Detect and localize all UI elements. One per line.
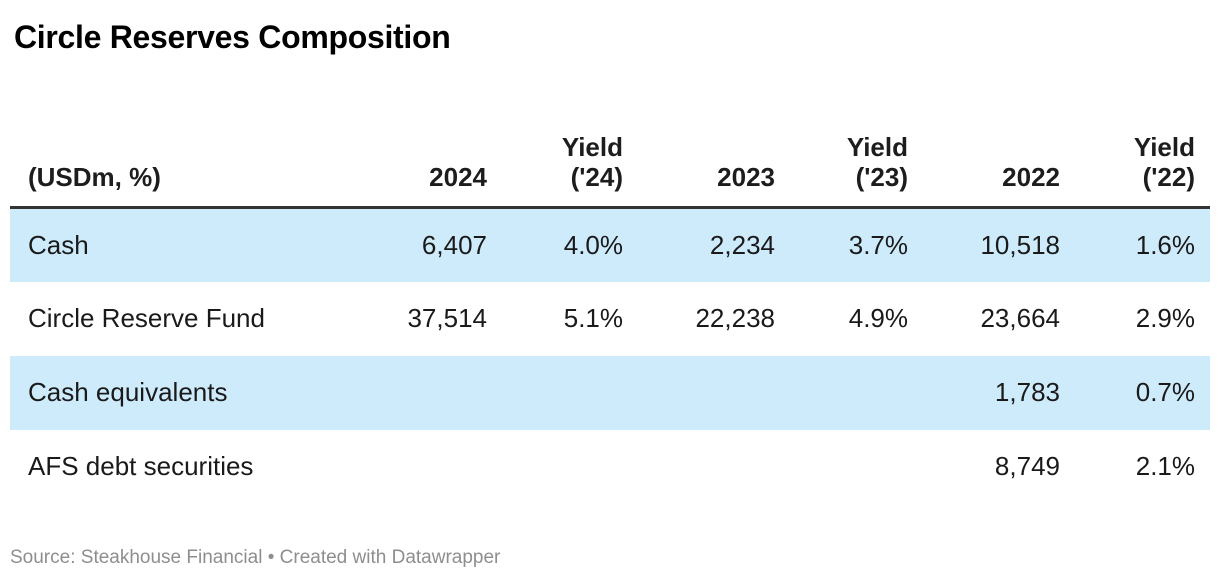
created-with-text: • Created with — [262, 546, 392, 568]
table-cell: 0.7% — [1135, 377, 1195, 407]
table-cell — [340, 430, 502, 504]
header-row: (USDm, %) 2024 Yield ('24) 2023 Yield ('… — [10, 104, 1210, 209]
table-cell: 37,514 — [407, 303, 487, 333]
table-cell: 22,238 — [695, 303, 775, 333]
row-label: Cash — [28, 229, 89, 260]
table-row-circle-reserve-fund: Circle Reserve Fund 37,514 5.1% 22,238 4… — [10, 282, 1210, 356]
page-title: Circle Reserves Composition — [14, 19, 451, 55]
table-cell: 8,749 — [994, 451, 1060, 481]
source-prefix: Source: — [10, 546, 81, 568]
column-header-yield-24: Yield ('24) — [502, 104, 638, 209]
table-cell — [638, 356, 790, 430]
table-cell: 1,783 — [994, 377, 1060, 407]
datawrapper-link[interactable]: Datawrapper — [391, 546, 501, 568]
table-cell: 4.0% — [563, 229, 623, 260]
table-row-cash-equivalents: Cash equivalents 1,783 0.7% — [10, 355, 1210, 430]
table-row-cash: Cash 6,407 4.0% 2,234 3.7% 10,518 1.6% — [10, 207, 1210, 282]
column-header-yield-23: Yield ('23) — [790, 104, 923, 209]
row-label: Circle Reserve Fund — [28, 303, 265, 333]
row-label: Cash equivalents — [28, 377, 228, 407]
column-header-2024: 2024 — [340, 104, 502, 209]
column-header-units: (USDm, %) — [10, 104, 340, 209]
table-cell: 2.9% — [1135, 303, 1195, 333]
column-header-yield-22: Yield ('22) — [1075, 104, 1210, 209]
row-label: AFS debt securities — [28, 451, 254, 481]
table-cell: 2.1% — [1135, 451, 1195, 481]
table-cell: 5.1% — [563, 303, 623, 333]
table-cell: 6,407 — [421, 229, 487, 260]
source-footer: Source: Steakhouse Financial • Created w… — [10, 546, 1210, 570]
table-cell: 3.7% — [848, 229, 908, 260]
table-cell — [790, 430, 923, 504]
table-cell: 23,664 — [980, 303, 1060, 333]
reserves-table: (USDm, %) 2024 Yield ('24) 2023 Yield ('… — [10, 104, 1210, 504]
column-header-2022: 2022 — [923, 104, 1075, 209]
table-cell — [638, 430, 790, 504]
column-header-2023: 2023 — [638, 104, 790, 209]
table-row-afs-debt-securities: AFS debt securities 8,749 2.1% — [10, 430, 1210, 504]
table-cell — [790, 356, 923, 430]
table-cell: 4.9% — [848, 303, 908, 333]
table-cell: 10,518 — [980, 229, 1060, 260]
table-cell: 1.6% — [1135, 229, 1195, 260]
table-cell — [340, 356, 502, 430]
table-cell: 2,234 — [709, 229, 775, 260]
source-link[interactable]: Steakhouse Financial — [80, 546, 263, 568]
table-cell — [502, 430, 638, 504]
table-cell — [502, 356, 638, 430]
